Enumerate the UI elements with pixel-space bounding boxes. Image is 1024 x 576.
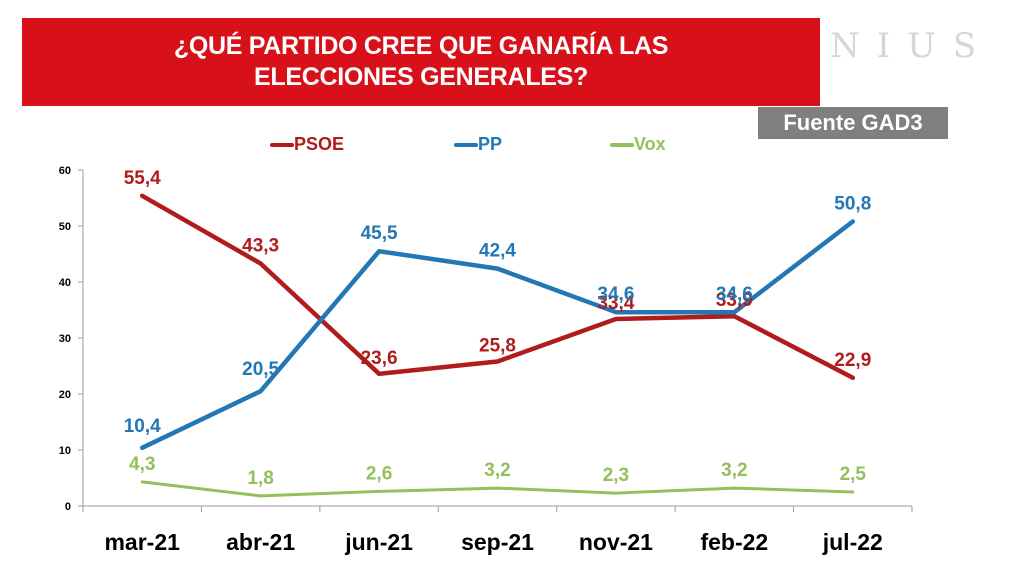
source-badge: Fuente GAD3 xyxy=(758,107,948,139)
y-tick-label: 60 xyxy=(59,165,71,177)
legend-label: Vox xyxy=(634,134,666,154)
data-label-vox: 4,3 xyxy=(129,454,155,475)
x-tick-label: mar-21 xyxy=(104,529,180,555)
data-label-psoe: 25,8 xyxy=(479,336,516,357)
x-tick-label: abr-21 xyxy=(226,529,295,555)
data-label-vox: 2,6 xyxy=(366,463,392,484)
data-label-vox: 3,2 xyxy=(721,460,747,481)
y-tick-label: 10 xyxy=(59,445,71,457)
data-label-vox: 1,8 xyxy=(247,468,273,489)
data-label-psoe: 33,9 xyxy=(716,290,753,311)
data-label-psoe: 55,4 xyxy=(124,168,161,189)
data-label-pp: 34,6 xyxy=(716,284,753,305)
x-tick-label: jul-22 xyxy=(822,529,883,555)
data-label-psoe: 22,9 xyxy=(834,350,871,371)
data-label-vox: 2,3 xyxy=(603,465,629,486)
y-tick-label: 0 xyxy=(65,501,71,513)
data-label-pp: 45,5 xyxy=(361,223,398,244)
y-tick-label: 40 xyxy=(59,277,71,289)
data-label-vox: 2,5 xyxy=(840,464,867,485)
x-tick-label: feb-22 xyxy=(700,529,768,555)
page-title: ¿QUÉ PARTIDO CREE QUE GANARÍA LAS ELECCI… xyxy=(173,32,669,91)
title-banner: ¿QUÉ PARTIDO CREE QUE GANARÍA LAS ELECCI… xyxy=(22,18,820,106)
data-label-vox: 3,2 xyxy=(484,460,510,481)
y-tick-label: 30 xyxy=(59,333,71,345)
series-line-psoe xyxy=(139,193,856,381)
data-label-psoe: 33,4 xyxy=(597,293,634,314)
data-label-psoe: 23,6 xyxy=(361,348,398,369)
data-label-pp: 10,4 xyxy=(124,416,161,437)
data-label-pp: 42,4 xyxy=(479,241,516,262)
y-tick-label: 20 xyxy=(59,389,71,401)
data-label-pp: 50,8 xyxy=(834,194,871,215)
data-label-pp: 34,6 xyxy=(597,284,634,305)
series-line-pp xyxy=(139,219,856,451)
x-tick-label: sep-21 xyxy=(461,529,534,555)
legend-label: PSOE xyxy=(294,134,344,154)
legend-label: PP xyxy=(478,134,502,154)
x-tick-label: nov-21 xyxy=(579,529,653,555)
series-line-vox xyxy=(140,480,855,498)
data-label-pp: 20,5 xyxy=(242,359,279,380)
data-label-psoe: 43,3 xyxy=(242,236,279,257)
y-tick-label: 50 xyxy=(59,221,71,233)
brand-logo: NIUS xyxy=(830,26,994,66)
x-tick-label: jun-21 xyxy=(344,529,413,555)
